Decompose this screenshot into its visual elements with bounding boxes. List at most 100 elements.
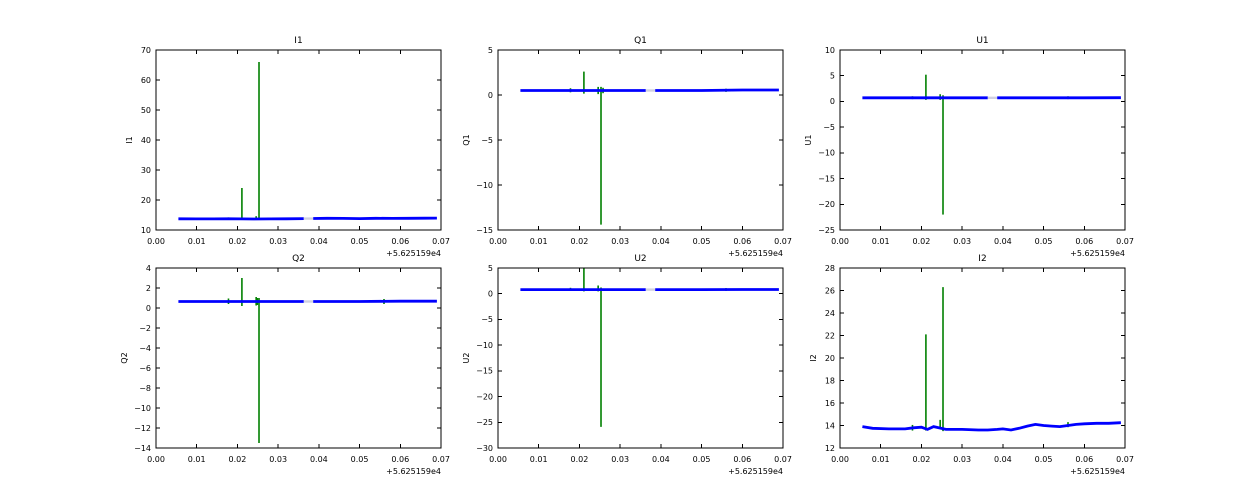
x-tick-label: 0.04 bbox=[994, 455, 1012, 464]
y-tick-label: −12 bbox=[134, 424, 151, 433]
y-tick-label: 24 bbox=[825, 309, 835, 318]
y-tick-label: 40 bbox=[141, 136, 151, 145]
y-tick-label: 26 bbox=[825, 286, 835, 295]
x-tick-label: 0.07 bbox=[432, 455, 450, 464]
x-tick-label: 0.01 bbox=[188, 237, 206, 246]
y-tick-label: 12 bbox=[825, 444, 835, 453]
y-tick-label: −8 bbox=[139, 384, 151, 393]
y-tick-label: −20 bbox=[476, 392, 493, 401]
y-tick-label: 0 bbox=[830, 97, 835, 106]
x-tick-label: 0.04 bbox=[994, 237, 1012, 246]
y-tick-label: 2 bbox=[146, 284, 151, 293]
y-tick-label: 5 bbox=[488, 46, 493, 55]
x-tick-label: 0.05 bbox=[1035, 237, 1053, 246]
axes-border bbox=[839, 49, 1126, 231]
y-axis-label: U1 bbox=[804, 135, 813, 146]
x-tick-label: 0.00 bbox=[147, 237, 165, 246]
x-offset-label: +5.625159e4 bbox=[386, 467, 441, 476]
y-tick-label: 22 bbox=[825, 331, 835, 340]
y-tick-label: −20 bbox=[818, 200, 835, 209]
x-tick-label: 0.02 bbox=[913, 455, 931, 464]
subplot-I2: 0.00 0.01 0.02 0.03 0.04 0.05 0.06 0.07 12 14 16 18… bbox=[809, 254, 1134, 476]
x-tick-label: 0.03 bbox=[953, 455, 971, 464]
x-offset-label: +5.625159e4 bbox=[728, 249, 783, 258]
x-tick-label: 0.07 bbox=[774, 455, 792, 464]
x-tick-label: 0.05 bbox=[693, 237, 711, 246]
signal-line bbox=[655, 88, 779, 92]
y-tick-label: −30 bbox=[476, 444, 493, 453]
y-tick-label: 20 bbox=[825, 354, 835, 363]
x-tick-label: 0.01 bbox=[872, 455, 890, 464]
subplot-title: Q1 bbox=[634, 36, 647, 46]
y-tick-label: 10 bbox=[141, 226, 151, 235]
y-tick-label: −14 bbox=[134, 444, 151, 453]
y-tick-label: −25 bbox=[818, 226, 835, 235]
x-tick-label: 0.06 bbox=[391, 455, 409, 464]
x-tick-label: 0.00 bbox=[831, 455, 849, 464]
x-tick-label: 0.00 bbox=[147, 455, 165, 464]
x-tick-label: 0.02 bbox=[229, 455, 247, 464]
x-tick-label: 0.01 bbox=[872, 237, 890, 246]
y-tick-label: 0 bbox=[488, 91, 493, 100]
subplot-title: U1 bbox=[976, 36, 988, 46]
y-tick-label: −10 bbox=[476, 341, 493, 350]
y-tick-label: 60 bbox=[141, 76, 151, 85]
x-tick-label: 0.07 bbox=[1116, 237, 1134, 246]
x-tick-label: 0.01 bbox=[530, 237, 548, 246]
y-tick-label: 10 bbox=[825, 46, 835, 55]
y-tick-label: −10 bbox=[134, 404, 151, 413]
y-tick-label: 5 bbox=[830, 72, 835, 81]
x-tick-label: 0.06 bbox=[733, 237, 751, 246]
y-tick-label: −4 bbox=[139, 344, 151, 353]
x-tick-label: 0.02 bbox=[571, 455, 589, 464]
y-tick-label: 20 bbox=[141, 196, 151, 205]
x-tick-label: 0.01 bbox=[530, 455, 548, 464]
x-tick-label: 0.07 bbox=[774, 237, 792, 246]
axes-border bbox=[155, 49, 442, 231]
x-tick-label: 0.03 bbox=[269, 237, 287, 246]
y-tick-label: −5 bbox=[823, 123, 835, 132]
x-offset-label: +5.625159e4 bbox=[1070, 249, 1125, 258]
subplot-I1: 0.00 0.01 0.02 0.03 0.04 0.05 0.06 0.07 10 20 30 40… bbox=[125, 36, 450, 258]
y-tick-label: 4 bbox=[146, 264, 151, 273]
y-tick-label: 50 bbox=[141, 106, 151, 115]
y-axis-label: U2 bbox=[462, 353, 471, 364]
x-tick-label: 0.02 bbox=[571, 237, 589, 246]
x-tick-label: 0.04 bbox=[652, 237, 670, 246]
y-tick-label: −5 bbox=[481, 136, 493, 145]
x-tick-label: 0.03 bbox=[953, 237, 971, 246]
y-tick-label: −10 bbox=[818, 149, 835, 158]
y-tick-label: 0 bbox=[488, 290, 493, 299]
x-tick-label: 0.05 bbox=[693, 455, 711, 464]
y-tick-label: −25 bbox=[476, 418, 493, 427]
x-tick-label: 0.04 bbox=[310, 237, 328, 246]
x-tick-label: 0.00 bbox=[489, 455, 507, 464]
x-tick-label: 0.02 bbox=[229, 237, 247, 246]
y-axis-label: Q2 bbox=[120, 352, 129, 363]
y-tick-label: −2 bbox=[139, 324, 151, 333]
x-tick-label: 0.01 bbox=[188, 455, 206, 464]
x-offset-label: +5.625159e4 bbox=[386, 249, 441, 258]
x-tick-label: 0.05 bbox=[1035, 455, 1053, 464]
x-tick-label: 0.00 bbox=[831, 237, 849, 246]
subplot-U2: 0.00 0.01 0.02 0.03 0.04 0.05 0.06 0.07 −30 −25 −2… bbox=[462, 254, 792, 476]
y-tick-label: 70 bbox=[141, 46, 151, 55]
x-tick-label: 0.03 bbox=[269, 455, 287, 464]
y-tick-label: 18 bbox=[825, 376, 835, 385]
x-tick-label: 0.07 bbox=[432, 237, 450, 246]
x-tick-label: 0.03 bbox=[611, 237, 629, 246]
y-tick-label: −10 bbox=[476, 181, 493, 190]
x-tick-label: 0.04 bbox=[310, 455, 328, 464]
y-axis-label: I1 bbox=[125, 136, 134, 143]
x-tick-label: 0.05 bbox=[351, 455, 369, 464]
y-axis-label: I2 bbox=[809, 354, 818, 361]
x-tick-label: 0.06 bbox=[733, 455, 751, 464]
y-tick-label: 5 bbox=[488, 264, 493, 273]
y-tick-label: −6 bbox=[139, 364, 151, 373]
x-offset-label: +5.625159e4 bbox=[1070, 467, 1125, 476]
signal-line bbox=[862, 421, 1121, 432]
subplot-title: I2 bbox=[978, 254, 986, 264]
y-tick-label: −5 bbox=[481, 315, 493, 324]
y-tick-label: −15 bbox=[476, 367, 493, 376]
